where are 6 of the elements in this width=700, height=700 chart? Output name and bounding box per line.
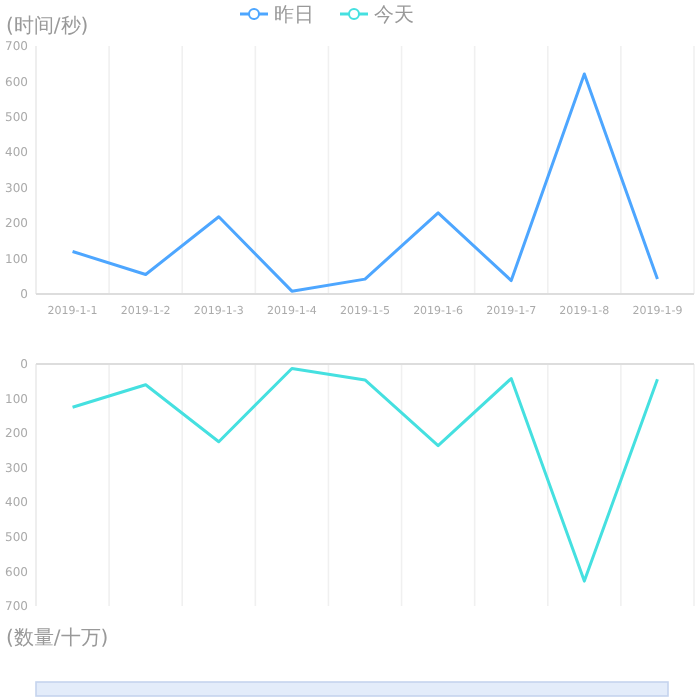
legend-label: 今天	[374, 3, 414, 27]
line-series	[71, 366, 659, 583]
y-axis-title: (数量/十万)	[6, 626, 109, 650]
legend-label: 昨日	[274, 3, 314, 27]
y-axis-title: (时间/秒)	[6, 14, 89, 38]
line-series	[71, 72, 659, 293]
